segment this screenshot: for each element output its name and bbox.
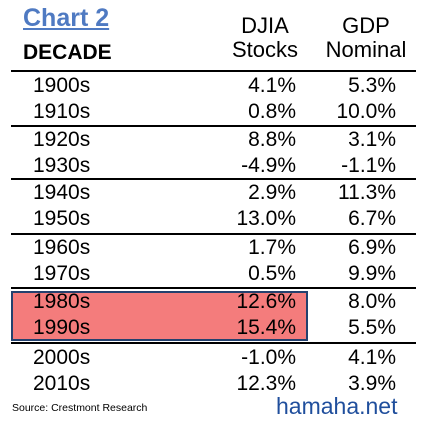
header-gdp-line1: GDP [342,13,390,38]
decade-divider [11,342,416,344]
decade-cell: 1940s [33,181,91,204]
table-row: 1910s 0.8% 10.0% [0,99,426,125]
djia-cell: 1.7% [248,236,296,259]
decade-cell: 1910s [33,100,91,123]
gdp-cell: 10.0% [336,100,396,123]
source-note: Source: Crestmont Research [12,402,148,414]
gdp-cell: 5.5% [348,316,396,339]
decade-divider [11,287,416,289]
table-row: 1980s 12.6% 8.0% [0,289,426,315]
table-row: 1930s -4.9% -1.1% [0,153,426,179]
djia-cell: -1.0% [241,346,296,369]
header-decade: DECADE [23,41,112,64]
table-row: 1940s 2.9% 11.3% [0,180,426,206]
gdp-cell: 8.0% [348,290,396,313]
table-row: 1960s 1.7% 6.9% [0,235,426,261]
djia-cell: 15.4% [236,316,296,339]
djia-cell: 12.6% [236,290,296,313]
decade-divider [11,125,416,127]
gdp-cell: 6.9% [348,236,396,259]
decade-cell: 1960s [33,236,91,259]
decade-cell: 2010s [33,372,91,395]
decade-cell: 1920s [33,128,91,151]
decade-divider [11,233,416,235]
header-djia-line2: Stocks [231,37,299,62]
decade-cell: 1990s [33,316,91,339]
djia-cell: 12.3% [236,372,296,395]
gdp-cell: 3.9% [348,372,396,395]
table-row: 1990s 15.4% 5.5% [0,315,426,341]
gdp-cell: -1.1% [341,154,396,177]
table-row: 1950s 13.0% 6.7% [0,206,426,232]
table-row: 1920s 8.8% 3.1% [0,127,426,153]
table-row: 1970s 0.5% 9.9% [0,261,426,287]
gdp-cell: 4.1% [348,346,396,369]
header-divider [11,70,416,72]
decade-cell: 1970s [33,262,91,285]
decade-cell: 1930s [33,154,91,177]
gdp-cell: 3.1% [348,128,396,151]
decade-divider [11,178,416,180]
djia-cell: 4.1% [248,74,296,97]
djia-cell: -4.9% [241,154,296,177]
decade-cell: 1900s [33,74,91,97]
decade-cell: 1980s [33,290,91,313]
watermark: hamaha.net [276,393,398,419]
table-row: 2000s -1.0% 4.1% [0,345,426,371]
djia-cell: 0.8% [248,100,296,123]
header-gdp: GDP Nominal [318,14,414,62]
gdp-cell: 6.7% [348,207,396,230]
table-row: 1900s 4.1% 5.3% [0,73,426,99]
djia-cell: 13.0% [236,207,296,230]
header-djia: DJIA Stocks [222,14,308,62]
djia-cell: 2.9% [248,181,296,204]
gdp-cell: 11.3% [338,181,396,204]
highlight-box [11,291,308,341]
table-row: 2010s 12.3% 3.9% [0,371,426,397]
djia-cell: 8.8% [248,128,296,151]
decade-cell: 1950s [33,207,91,230]
decade-cell: 2000s [33,346,91,369]
header-gdp-line2: Nominal [325,37,407,62]
header-djia-line1: DJIA [241,13,289,38]
chart-title: Chart 2 [23,4,110,32]
gdp-cell: 9.9% [348,262,396,285]
djia-cell: 0.5% [248,262,296,285]
gdp-cell: 5.3% [348,74,396,97]
